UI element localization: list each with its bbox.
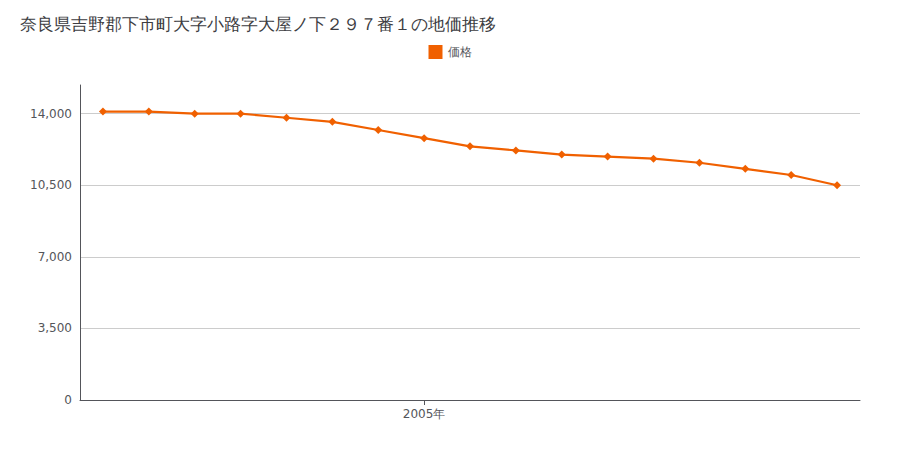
svg-text:10,500: 10,500 bbox=[30, 178, 72, 192]
svg-text:14,000: 14,000 bbox=[30, 107, 72, 121]
svg-text:3,500: 3,500 bbox=[38, 321, 72, 335]
svg-text:2005年: 2005年 bbox=[403, 407, 446, 421]
svg-text:7,000: 7,000 bbox=[38, 250, 72, 264]
svg-text:奈良県吉野郡下市町大字小路字大屋ノ下２９７番１の地価推移: 奈良県吉野郡下市町大字小路字大屋ノ下２９７番１の地価推移 bbox=[20, 14, 496, 34]
svg-text:0: 0 bbox=[64, 393, 72, 407]
svg-text:価格: 価格 bbox=[448, 45, 472, 59]
